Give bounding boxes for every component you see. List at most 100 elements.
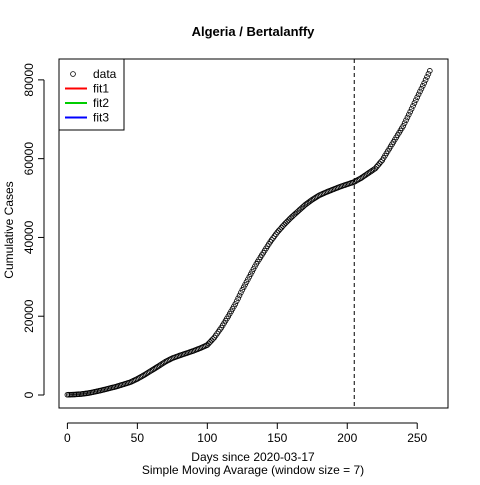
data-point	[154, 364, 160, 370]
data-point	[159, 360, 166, 367]
data-point	[147, 368, 153, 375]
data-point	[280, 223, 286, 229]
x-tick-label: 0	[64, 431, 71, 445]
legend-marker	[70, 71, 76, 77]
data-point	[361, 173, 367, 179]
data-point	[359, 174, 366, 180]
data-point	[418, 85, 425, 92]
data-point	[309, 196, 316, 203]
x-tick-label: 50	[131, 431, 145, 445]
data-point	[404, 114, 411, 121]
data-point	[408, 106, 415, 112]
data-point	[141, 372, 148, 378]
legend-label: fit2	[93, 96, 109, 110]
data-point	[282, 220, 289, 226]
data-point	[275, 227, 282, 234]
legend-label: data	[93, 67, 117, 81]
data-point	[142, 371, 149, 377]
data-point	[274, 229, 281, 236]
data-point	[156, 362, 163, 369]
data-point	[204, 342, 211, 348]
data-point	[148, 367, 155, 374]
data-point	[411, 100, 418, 106]
data-point	[151, 366, 157, 372]
data-point	[372, 165, 379, 172]
data-point	[149, 366, 156, 373]
data-point	[421, 80, 428, 86]
data-point	[425, 71, 432, 77]
x-tick-label: 250	[407, 431, 427, 445]
data-point	[233, 298, 240, 304]
data-point	[158, 361, 164, 368]
y-tick-label: 20000	[22, 299, 36, 333]
data-point	[375, 162, 381, 169]
data-point	[424, 74, 430, 80]
chart-title: Algeria / Bertalanffy	[192, 24, 316, 39]
data-point	[277, 226, 283, 232]
data-point	[278, 224, 285, 231]
data-point	[376, 160, 383, 167]
data-point	[312, 195, 318, 201]
data-point	[207, 339, 213, 345]
data-point	[208, 337, 215, 344]
data-point	[238, 289, 244, 296]
data-points	[64, 68, 433, 398]
y-tick-label: 80000	[22, 63, 36, 97]
data-point	[310, 195, 317, 202]
legend-label: fit1	[93, 82, 109, 96]
data-point	[285, 217, 292, 223]
data-point	[406, 111, 412, 118]
x-axis-subtitle: Simple Moving Avarage (window size = 7)	[142, 463, 364, 477]
legend-label: fit3	[93, 111, 109, 125]
y-tick-label: 40000	[22, 220, 36, 254]
data-point	[152, 365, 159, 371]
data-point	[410, 103, 416, 109]
data-point	[362, 172, 369, 178]
data-point	[420, 83, 426, 89]
data-point	[235, 295, 241, 302]
data-point	[205, 340, 212, 347]
plot-frame	[58, 58, 449, 409]
data-point	[413, 97, 419, 103]
x-axis-label: Days since 2020-03-17	[191, 450, 315, 464]
y-tick-label: 0	[22, 391, 36, 398]
data-point	[378, 159, 384, 165]
data-point	[400, 123, 407, 129]
data-point	[368, 168, 374, 175]
data-point	[232, 301, 239, 307]
data-point	[145, 369, 152, 376]
data-point	[407, 108, 414, 115]
x-tick-label: 100	[197, 431, 217, 445]
data-point	[415, 91, 422, 98]
data-point	[427, 68, 433, 74]
data-point	[401, 120, 408, 126]
data-point	[422, 77, 429, 83]
data-point	[313, 194, 320, 200]
data-point	[403, 117, 409, 124]
data-point	[161, 359, 167, 366]
data-point	[155, 363, 162, 370]
data-point	[308, 197, 314, 204]
data-point	[373, 164, 380, 170]
data-point	[364, 171, 370, 177]
data-point	[210, 336, 216, 342]
data-point	[236, 292, 243, 299]
y-tick-label: 60000	[22, 142, 36, 176]
x-tick-label: 200	[337, 431, 357, 445]
data-point	[358, 175, 365, 181]
x-tick-label: 150	[267, 431, 287, 445]
data-point	[144, 370, 150, 376]
data-point	[417, 88, 423, 95]
y-axis: 0 20000 40000 60000 80000	[22, 63, 45, 398]
data-point	[284, 218, 290, 225]
data-point	[281, 221, 288, 228]
data-point	[365, 170, 372, 177]
data-point	[414, 94, 421, 101]
x-axis: 0 50 100 150 200 250	[64, 422, 428, 445]
y-axis-label: Cumulative Cases	[2, 181, 16, 278]
data-point	[369, 167, 376, 174]
data-point	[366, 169, 373, 176]
